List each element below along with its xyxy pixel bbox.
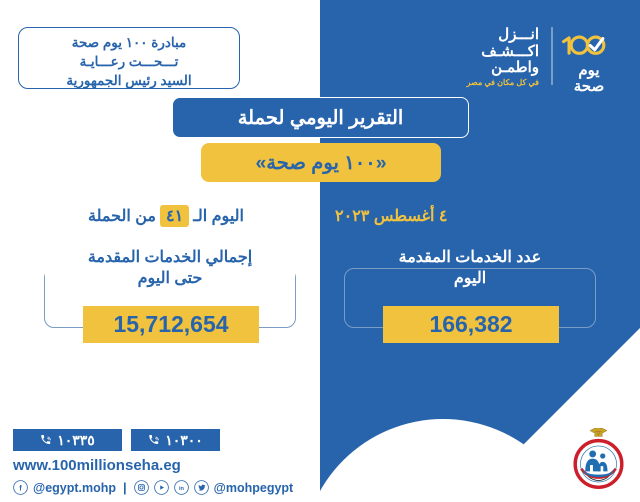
svg-text:in: in: [179, 486, 185, 492]
svg-text:f: f: [19, 483, 22, 492]
